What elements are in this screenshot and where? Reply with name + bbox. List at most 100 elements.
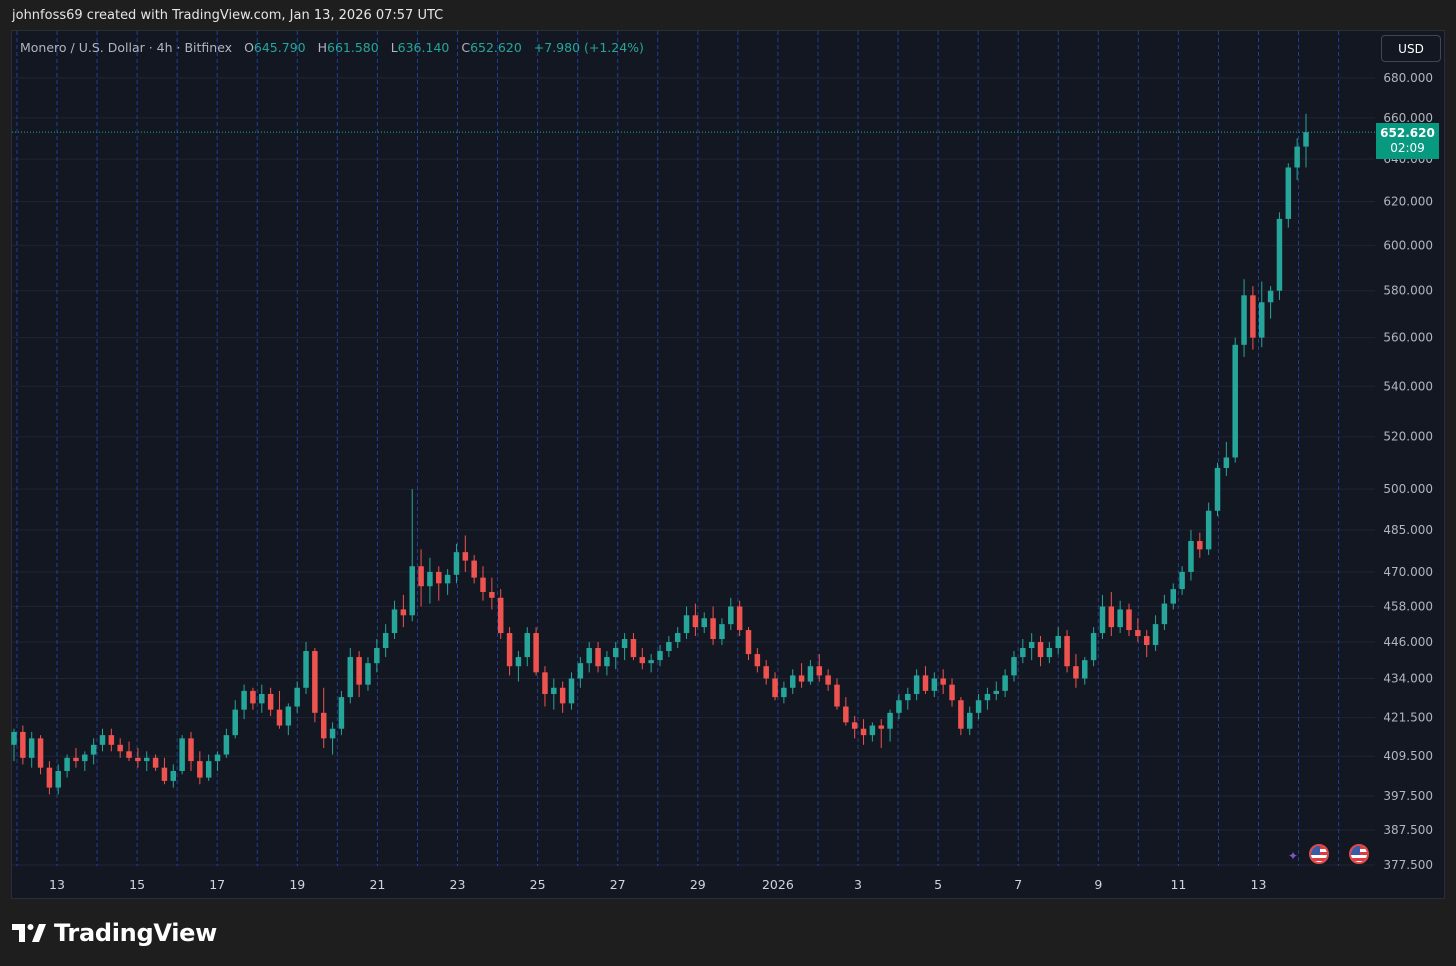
candle-body: [728, 606, 734, 625]
candle-body: [657, 651, 663, 661]
x-tick-label: 29: [690, 877, 706, 892]
candle-body: [736, 606, 743, 631]
candle-body: [798, 675, 805, 682]
tradingview-brand: TradingView: [54, 919, 217, 947]
candle-body: [365, 663, 371, 685]
candle-body: [940, 678, 946, 685]
candle-body: [1082, 660, 1088, 679]
candle-body: [1090, 633, 1097, 661]
candle-body: [789, 675, 796, 688]
candle-body: [436, 571, 442, 584]
candle-body: [1020, 648, 1026, 658]
x-tick-label: 17: [209, 877, 225, 892]
candle-body: [480, 577, 486, 592]
candle-body: [533, 633, 539, 673]
y-tick-label: 377.500: [1383, 858, 1433, 872]
candle-body: [1002, 675, 1008, 691]
candle-body: [1259, 302, 1265, 338]
candle-body: [497, 597, 504, 634]
candle-body: [1126, 609, 1132, 631]
candle-body: [1152, 624, 1159, 646]
last-price-tag: 652.620 02:09: [1376, 123, 1439, 159]
candle-body: [807, 666, 814, 682]
candle-body: [922, 675, 929, 691]
candle-body: [1099, 606, 1106, 634]
candle-body: [816, 666, 823, 676]
candle-body: [1179, 571, 1185, 590]
candle-body: [294, 687, 300, 707]
candle-body: [772, 678, 778, 698]
candle-body: [559, 687, 566, 704]
candle-body: [303, 651, 309, 688]
y-tick-label: 660.000: [1383, 111, 1433, 125]
candle-body: [1276, 218, 1283, 291]
us-flag-icon[interactable]: [1349, 844, 1369, 864]
candle-body: [1232, 344, 1238, 458]
candle-body: [1188, 540, 1194, 572]
candle-body: [170, 770, 177, 781]
candle-body: [400, 609, 407, 616]
candle-body: [205, 761, 212, 778]
open-value: 645.790: [253, 40, 306, 55]
y-tick-label: 680.000: [1383, 71, 1433, 85]
candle-body: [374, 648, 380, 664]
candle-body: [391, 609, 398, 634]
x-tick-label: 7: [1014, 877, 1022, 892]
candle-body: [825, 675, 831, 685]
candle-body: [356, 657, 362, 685]
y-tick-label: 620.000: [1383, 195, 1433, 209]
sparkle-icon[interactable]: ✦: [1288, 849, 1299, 863]
candle-body: [1064, 636, 1070, 667]
candle-body: [188, 738, 194, 762]
y-tick-label: 387.500: [1383, 823, 1433, 837]
chart-panel[interactable]: [11, 30, 1445, 899]
candle-body: [135, 757, 141, 762]
candle-body: [860, 728, 867, 736]
x-tick-label: 5: [934, 877, 942, 892]
candle-body: [542, 672, 548, 694]
candle-body: [82, 754, 88, 762]
x-tick-label: 27: [610, 877, 626, 892]
x-tick-label: 9: [1094, 877, 1102, 892]
candle-body: [1250, 295, 1256, 338]
candle-body: [462, 552, 469, 561]
candle-body: [312, 651, 318, 713]
candle-body: [1214, 467, 1221, 511]
x-tick-label: 13: [1251, 877, 1267, 892]
candle-body: [418, 566, 424, 587]
candle-body: [382, 633, 389, 649]
x-tick-label: 19: [289, 877, 305, 892]
y-tick-label: 409.500: [1383, 749, 1433, 763]
candle-body: [1223, 457, 1230, 468]
close-value: 652.620: [470, 40, 522, 55]
x-tick-label: 11: [1170, 877, 1186, 892]
candle-body: [329, 728, 336, 739]
candle-body: [719, 624, 725, 640]
candle-body: [99, 735, 106, 745]
low-value: 636.140: [397, 40, 450, 55]
candle-body: [710, 618, 716, 640]
y-tick-label: 540.000: [1383, 379, 1433, 393]
candle-body: [905, 693, 911, 701]
candle-body: [1205, 510, 1212, 550]
horizontal-grid: [12, 77, 1375, 866]
y-tick-label: 600.000: [1383, 238, 1433, 252]
candle-body: [887, 712, 893, 729]
candle-body: [648, 660, 654, 664]
chart-caption: johnfoss69 created with TradingView.com,…: [12, 8, 444, 23]
candle-body: [621, 639, 628, 649]
symbol-legend[interactable]: Monero / U.S. Dollar · 4h · Bitfinex O64…: [20, 40, 644, 55]
candle-body: [1073, 666, 1079, 679]
y-axis-labels: 680.000660.000640.000620.000600.000580.0…: [1383, 71, 1433, 872]
candle-body: [993, 690, 1000, 694]
bar-countdown: 02:09: [1390, 141, 1425, 155]
currency-button[interactable]: USD: [1381, 35, 1441, 62]
us-flag-icon[interactable]: [1309, 844, 1329, 864]
candle-body: [37, 738, 44, 768]
candle-body: [701, 618, 707, 628]
candle-body: [1011, 657, 1017, 676]
candle-body: [1135, 630, 1141, 637]
candle-body: [214, 754, 221, 762]
candle-body: [232, 709, 238, 736]
